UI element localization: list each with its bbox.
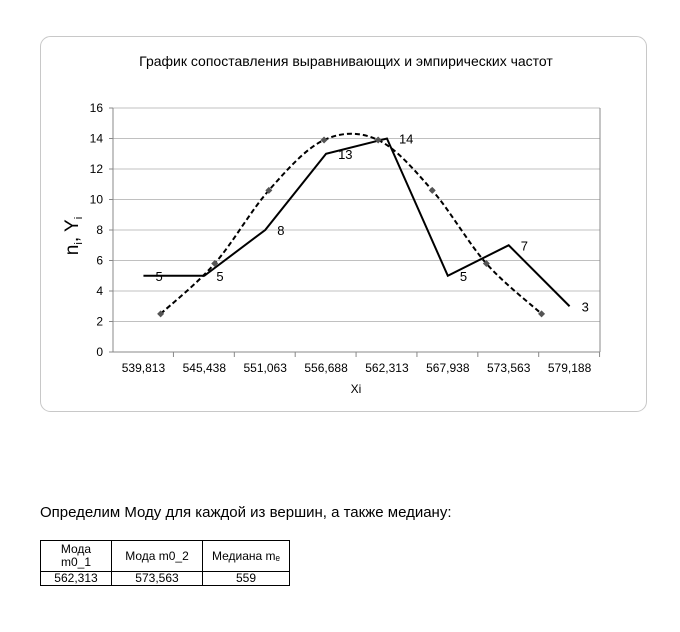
header-cell: Медиана mₑ xyxy=(202,540,290,572)
y-axis-label-part: , Y xyxy=(62,219,83,242)
y-tick-label: 12 xyxy=(90,162,104,176)
data-label: 5 xyxy=(216,269,223,284)
x-tick-label: 579,188 xyxy=(548,361,592,375)
marker xyxy=(157,310,165,318)
chart-frame xyxy=(40,36,647,412)
x-tick-label: 567,938 xyxy=(426,361,470,375)
y-tick-label: 8 xyxy=(96,223,103,237)
y-tick-label: 2 xyxy=(96,315,103,329)
chart-title: График сопоставления выравнивающих и эмп… xyxy=(139,53,553,69)
y-tick-label: 16 xyxy=(90,101,104,115)
x-tick-label: 562,313 xyxy=(365,361,409,375)
data-label: 8 xyxy=(277,223,284,238)
data-label: 13 xyxy=(338,147,352,162)
x-axis-label: Xi xyxy=(351,382,362,396)
series-line xyxy=(143,137,571,307)
y-tick-label: 10 xyxy=(90,193,104,207)
marker xyxy=(320,136,328,144)
cell: 562,313 xyxy=(40,571,112,586)
y-axis-label-part: i xyxy=(73,242,85,244)
y-tick-label: 4 xyxy=(96,284,103,298)
marker xyxy=(428,186,436,194)
y-axis-label-part: n xyxy=(62,245,83,256)
x-tick-label: 573,563 xyxy=(487,361,531,375)
x-tick-label: 556,688 xyxy=(304,361,348,375)
x-tick-label: 539,813 xyxy=(122,361,166,375)
paragraph: Определим Моду для каждой из вершин, а т… xyxy=(40,504,452,521)
y-axis-label-part: i xyxy=(73,217,85,219)
y-tick-label: 0 xyxy=(96,345,103,359)
header-cell: Мода m0_1 xyxy=(40,540,112,572)
marker xyxy=(374,136,382,144)
x-tick-label: 545,438 xyxy=(183,361,227,375)
y-tick-label: 14 xyxy=(90,132,104,146)
cell: 573,563 xyxy=(111,571,203,586)
marker xyxy=(482,260,490,268)
marker xyxy=(211,260,219,268)
series-line xyxy=(159,132,543,315)
marker xyxy=(265,186,273,194)
x-tick-label: 551,063 xyxy=(243,361,287,375)
data-label: 7 xyxy=(521,238,528,253)
data-label: 5 xyxy=(155,269,162,284)
y-tick-label: 6 xyxy=(96,254,103,268)
header-cell: Мода m0_2 xyxy=(111,540,203,572)
header-row: Мода m0_1 Мода m0_2 Медиана mₑ xyxy=(40,540,290,572)
marker xyxy=(538,310,546,318)
data-label: 5 xyxy=(460,269,467,284)
row: 562,313 573,563 559 xyxy=(40,571,290,586)
cell: 559 xyxy=(202,571,290,586)
table: Мода m0_1 Мода m0_2 Медиана mₑ 562,313 5… xyxy=(40,540,290,586)
y-axis-label: ni, Yi xyxy=(62,217,85,255)
data-label: 14 xyxy=(399,132,413,147)
data-label: 3 xyxy=(582,299,589,314)
chart: График сопоставления выравнивающих и эмп… xyxy=(40,36,647,412)
